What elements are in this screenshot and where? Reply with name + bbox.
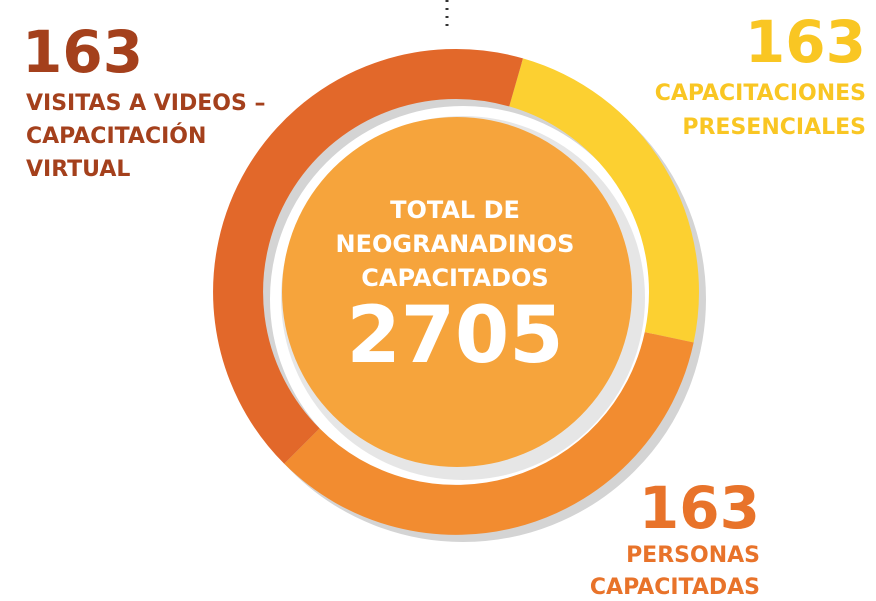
center-title: CAPACITADOS (361, 264, 548, 292)
right-value: 163 (745, 8, 866, 76)
left-value: 163 (22, 18, 143, 86)
left-label: VISITAS A VIDEOS – (26, 91, 265, 116)
center-total: 2705 (346, 291, 563, 381)
right-label: PRESENCIALES (682, 115, 866, 140)
ring-segment-dark (213, 48, 523, 464)
center-title: TOTAL DE (390, 196, 520, 224)
bottom-label: PERSONAS (626, 543, 760, 568)
right-label: CAPACITACIONES (655, 81, 866, 106)
left-label: CAPACITACIÓN (26, 123, 206, 149)
ring-segment-yellow (508, 58, 699, 343)
center-disc (282, 117, 632, 467)
bottom-value: 163 (639, 474, 760, 542)
left-label: VIRTUAL (26, 157, 130, 182)
center-title: NEOGRANADINOS (336, 230, 575, 258)
ring-segment-orange (284, 331, 694, 535)
bottom-label: CAPACITADAS (590, 575, 760, 600)
